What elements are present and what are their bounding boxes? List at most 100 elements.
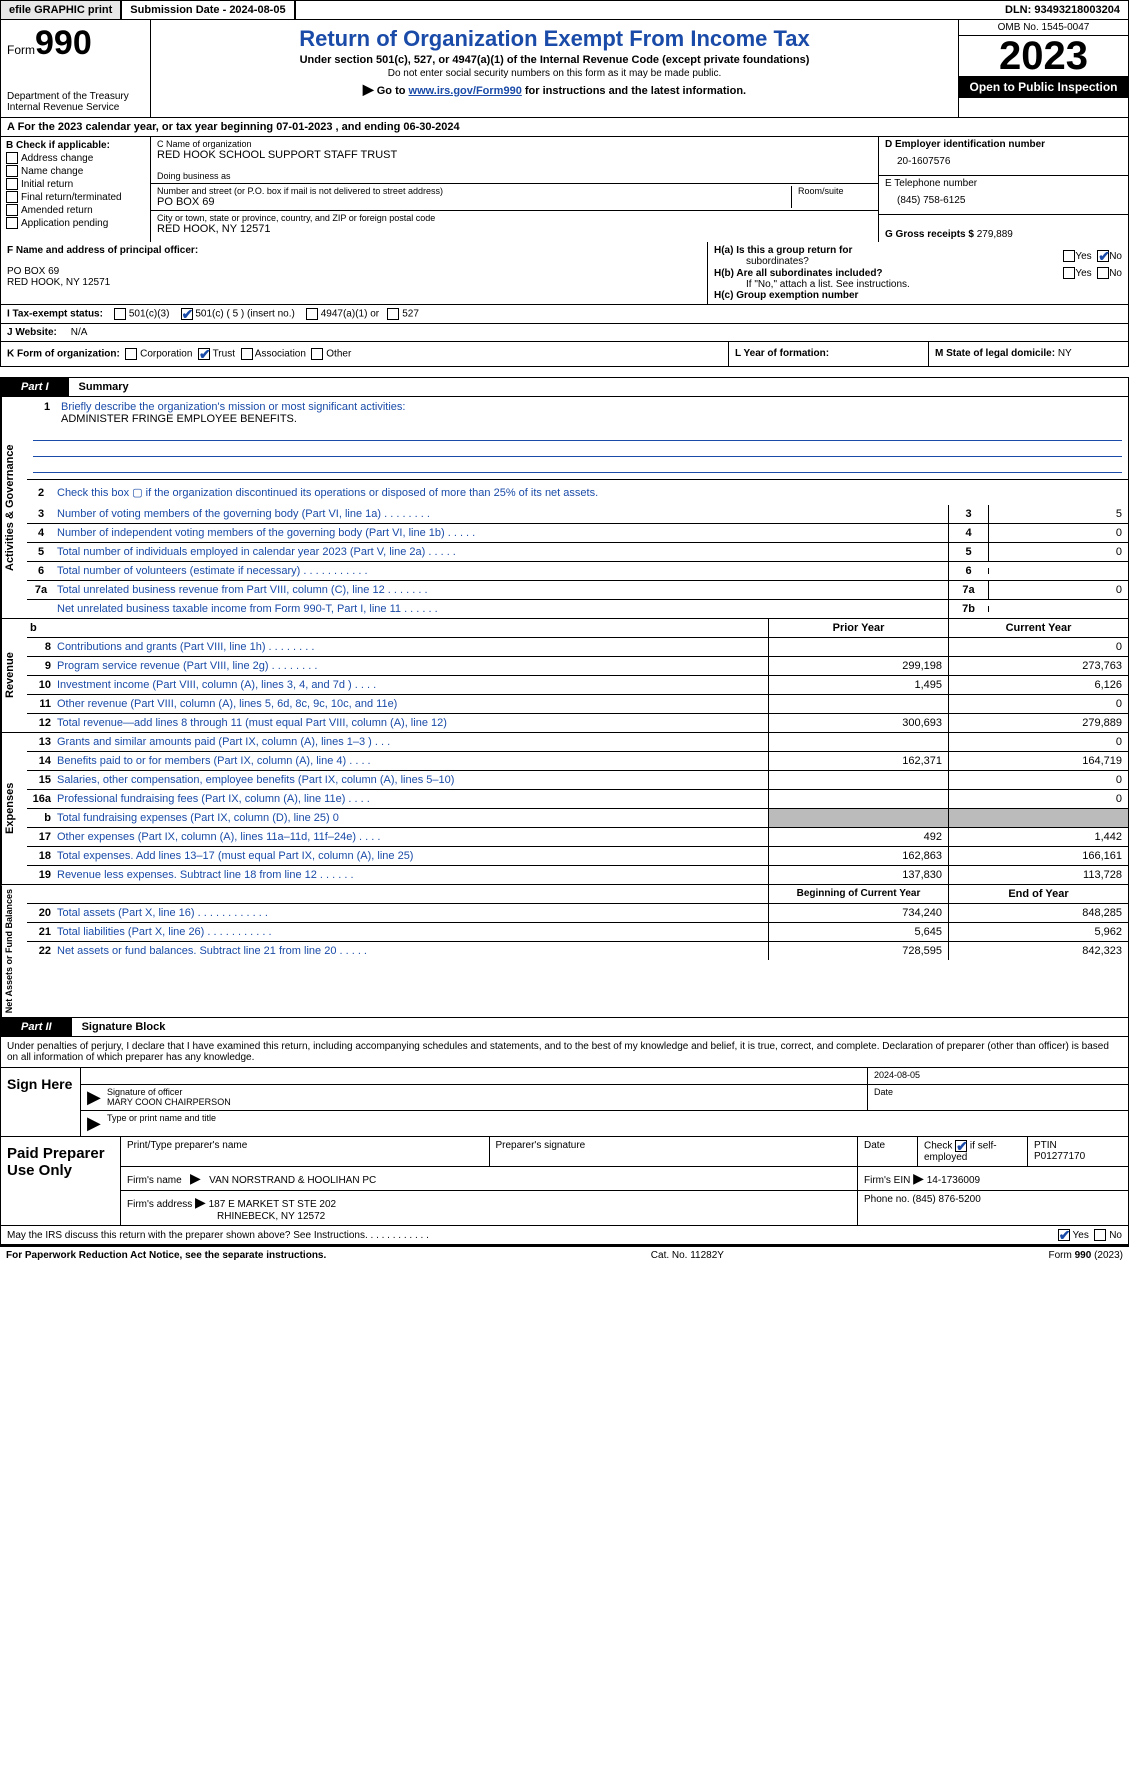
dba-label: Doing business as (157, 171, 872, 181)
fin-row: 19Revenue less expenses. Subtract line 1… (27, 866, 1128, 884)
cb-ha-no[interactable] (1097, 250, 1109, 262)
cb-name-change[interactable] (6, 165, 18, 177)
ha-no: No (1109, 251, 1122, 262)
paid-preparer-block: Paid Preparer Use Only Print/Type prepar… (0, 1137, 1129, 1226)
gov-row: 2Check this box ▢ if the organization di… (27, 480, 1128, 505)
city: RED HOOK, NY 12571 (157, 223, 872, 235)
firm-ein: 14-1736009 (927, 1175, 980, 1186)
row-klm: K Form of organization: Corporation Trus… (0, 342, 1129, 367)
vlabel-net: Net Assets or Fund Balances (1, 885, 27, 1017)
cb-4947[interactable] (306, 308, 318, 320)
form-title: Return of Organization Exempt From Incom… (157, 26, 952, 52)
i-label: I Tax-exempt status: (7, 309, 103, 320)
discuss-text: May the IRS discuss this return with the… (7, 1230, 1058, 1241)
sig-date-label: Date (874, 1087, 1122, 1097)
net-section: Net Assets or Fund Balances Beginning of… (0, 885, 1129, 1018)
part2-title: Signature Block (72, 1018, 176, 1036)
cb-discuss-no[interactable] (1094, 1229, 1106, 1241)
cb-amended[interactable] (6, 204, 18, 216)
room-label: Room/suite (798, 186, 872, 196)
vlabel-rev: Revenue (1, 619, 27, 732)
row-i-exempt: I Tax-exempt status: 501(c)(3) 501(c) ( … (0, 305, 1129, 324)
exp-section: Expenses 13Grants and similar amounts pa… (0, 733, 1129, 885)
cb-trust[interactable] (198, 348, 210, 360)
k-o4: Other (326, 349, 351, 360)
row-j-website: J Website: N/A (0, 324, 1129, 342)
efile-print-button[interactable]: efile GRAPHIC print (1, 1, 122, 19)
cb-initial-return[interactable] (6, 178, 18, 190)
prior-year-header: Prior Year (768, 619, 948, 637)
cb-hb-no[interactable] (1097, 267, 1109, 279)
paid-h2: Preparer's signature (490, 1137, 859, 1166)
sig-type-label: Type or print name and title (107, 1113, 1122, 1123)
open-inspection: Open to Public Inspection (959, 76, 1128, 98)
i-o4: 527 (402, 309, 419, 320)
col-c-org-info: C Name of organization RED HOOK SCHOOL S… (151, 137, 878, 242)
f-label: F Name and address of principal officer: (7, 245, 701, 256)
fin-row: 15Salaries, other compensation, employee… (27, 771, 1128, 790)
sig-declaration: Under penalties of perjury, I declare th… (0, 1037, 1129, 1067)
ha-yes: Yes (1075, 251, 1091, 262)
cb-501c[interactable] (181, 308, 193, 320)
cb-corp[interactable] (125, 348, 137, 360)
street: PO BOX 69 (157, 196, 785, 208)
sig-officer-label: Signature of officer (107, 1087, 861, 1097)
m-label: M State of legal domicile: (935, 348, 1058, 359)
footer-left: For Paperwork Reduction Act Notice, see … (6, 1250, 326, 1261)
fin-row: 18Total expenses. Add lines 13–17 (must … (27, 847, 1128, 866)
end-year-header: End of Year (948, 885, 1128, 903)
cb-hb-yes[interactable] (1063, 267, 1075, 279)
section-fh: F Name and address of principal officer:… (0, 242, 1129, 305)
sign-here-block: Sign Here 2024-08-05 ▶ Signature of offi… (0, 1067, 1129, 1137)
l-label: L Year of formation: (735, 348, 829, 359)
gov-row: Net unrelated business taxable income fr… (27, 600, 1128, 618)
section-h: H(a) Is this a group return for subordin… (708, 242, 1128, 304)
tel: (845) 758-6125 (885, 189, 1122, 212)
col-b-title: B Check if applicable: (6, 140, 145, 151)
opt-initial: Initial return (21, 179, 73, 190)
firm-name: VAN NORSTRAND & HOOLIHAN PC (209, 1175, 376, 1186)
org-name-label: C Name of organization (157, 139, 872, 149)
k-o3: Association (255, 349, 306, 360)
fin-row: 13Grants and similar amounts paid (Part … (27, 733, 1128, 752)
gov-row: 4Number of independent voting members of… (27, 524, 1128, 543)
cb-discuss-yes[interactable] (1058, 1229, 1070, 1241)
gross: 279,889 (977, 229, 1013, 240)
cb-527[interactable] (387, 308, 399, 320)
col-d-ein: D Employer identification number 20-1607… (878, 137, 1128, 242)
firm-label: Firm's name (127, 1175, 182, 1186)
irs-link[interactable]: www.irs.gov/Form990 (409, 85, 522, 97)
phone: (845) 876-5200 (912, 1194, 980, 1205)
part2-header: Part II Signature Block (0, 1018, 1129, 1037)
cb-501c3[interactable] (114, 308, 126, 320)
hb-no: No (1109, 268, 1122, 279)
cb-assoc[interactable] (241, 348, 253, 360)
part1-header: Part I Summary (0, 377, 1129, 397)
fin-row: 9Program service revenue (Part VIII, lin… (27, 657, 1128, 676)
fin-header-net: Beginning of Current Year End of Year (27, 885, 1128, 904)
cb-pending[interactable] (6, 217, 18, 229)
principal-officer: F Name and address of principal officer:… (1, 242, 708, 304)
form-header: Form990 Department of the Treasury Inter… (0, 20, 1129, 118)
cb-final-return[interactable] (6, 191, 18, 203)
fin-row: 16aProfessional fundraising fees (Part I… (27, 790, 1128, 809)
part1-tab: Part I (1, 378, 69, 396)
goto-pre: Go to (377, 85, 409, 97)
cb-other[interactable] (311, 348, 323, 360)
dln: DLN: 93493218003204 (997, 1, 1128, 19)
topbar: efile GRAPHIC print Submission Date - 20… (0, 0, 1129, 20)
vlabel-gov: Activities & Governance (1, 397, 27, 618)
cb-self-employed[interactable] (955, 1140, 967, 1152)
firm-addr2: RHINEBECK, NY 12572 (127, 1211, 851, 1222)
cb-address-change[interactable] (6, 152, 18, 164)
tel-label: E Telephone number (885, 178, 1122, 189)
form-num: 990 (35, 24, 92, 62)
cb-ha-yes[interactable] (1063, 250, 1075, 262)
city-label: City or town, state or province, country… (157, 213, 872, 223)
fin-row: 10Investment income (Part VIII, column (… (27, 676, 1128, 695)
ein-label: D Employer identification number (885, 139, 1122, 150)
org-name: RED HOOK SCHOOL SUPPORT STAFF TRUST (157, 149, 872, 161)
k-o1: Corporation (140, 349, 192, 360)
footer: For Paperwork Reduction Act Notice, see … (0, 1245, 1129, 1264)
form-subtitle-1: Under section 501(c), 527, or 4947(a)(1)… (157, 54, 952, 66)
